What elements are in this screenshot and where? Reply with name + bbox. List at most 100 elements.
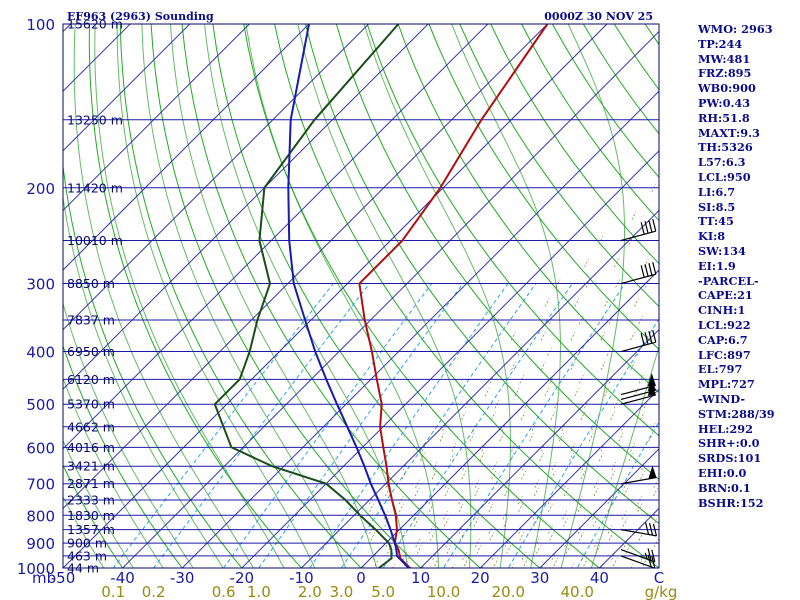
hatch-mark [633, 387, 639, 397]
hatch-mark [570, 332, 576, 341]
hatch-mark [499, 433, 505, 442]
mixing-ratio-lines [112, 283, 659, 568]
hatch-mark [598, 452, 604, 462]
index-item: LCL:922 [698, 317, 751, 332]
hatch-mark [553, 557, 559, 567]
index-item: EHI:0.0 [698, 465, 747, 480]
temperature-tick-label: -30 [170, 569, 195, 587]
moist-adiabats [63, 24, 659, 568]
sounding-indices-list: WMO: 2963 TP:244 MW:481 FRZ:895 WB0:900 PW:0.… [698, 22, 798, 510]
hatch-mark [520, 411, 526, 420]
index-item: TT:45 [698, 214, 734, 229]
moist-adiabat [560, 24, 625, 568]
isotherm [181, 90, 659, 568]
hatch-mark [540, 332, 546, 341]
index-item: LCL:950 [698, 169, 751, 184]
hatch-mark [637, 503, 643, 512]
hatch-mark [510, 332, 516, 341]
mixing-ratio-line [153, 283, 370, 568]
hatch-mark [399, 503, 404, 512]
isotherm [479, 388, 659, 568]
hatch-mark [550, 411, 556, 420]
hatch-mark [484, 387, 490, 397]
pressure-tick-label: 900 [26, 535, 55, 553]
mixing-ratio-label: 10.0 [427, 583, 460, 600]
hatch-mark [420, 452, 425, 462]
barb-feather [651, 556, 656, 569]
hatch-mark [459, 532, 465, 541]
hatch-mark [588, 433, 594, 442]
isotherm [63, 24, 608, 568]
isotherm [360, 269, 659, 568]
pressure-tick-label: 700 [26, 476, 55, 494]
hatch-mark [595, 545, 601, 554]
index-item: LFC:897 [698, 347, 751, 362]
x-axis-label: g/kg [645, 583, 678, 600]
plot-frame [62, 23, 660, 569]
moist-adiabat [590, 344, 659, 568]
profiles [213, 24, 549, 568]
temperature-tick-label: 30 [530, 569, 549, 587]
temperature-tick-label: 0 [356, 569, 366, 587]
hatch-mark [428, 503, 434, 512]
hatch-mark [544, 387, 550, 397]
hatch-mark [387, 545, 392, 554]
height-label: 2871 m [67, 476, 115, 491]
mixing-ratio-line [258, 283, 464, 568]
wind-barb [620, 554, 656, 569]
isobars [63, 24, 659, 568]
hatch-mark [607, 503, 613, 512]
barb-feather [652, 523, 658, 537]
index-item: FRZ:895 [698, 66, 752, 81]
hatch-mark [608, 532, 614, 541]
index-item: SW:134 [698, 243, 746, 258]
moist-adiabat [170, 24, 378, 568]
barb-feather [640, 222, 645, 235]
index-item: -WIND- [698, 391, 746, 406]
hatch-mark [630, 361, 636, 371]
barb-staff [620, 555, 656, 569]
barb-flag [648, 465, 657, 479]
mixing-ratio-line [222, 283, 433, 568]
hatch-mark [574, 298, 580, 307]
wind-barb [620, 262, 657, 285]
moist-adiabat [63, 302, 194, 568]
barb-feather [648, 523, 654, 536]
hatch-mark [489, 532, 495, 541]
mixing-ratio-line [576, 420, 659, 568]
isotherm [300, 209, 659, 568]
hatch-mark [416, 545, 422, 554]
temperature-tick-label: -40 [110, 569, 135, 587]
mixing-ratio-line [112, 283, 334, 568]
isotherm [63, 24, 549, 510]
hatch-mark [534, 487, 539, 497]
hatch-mark [563, 487, 569, 497]
hatch-mark [491, 411, 496, 420]
hatch-mark [578, 532, 584, 541]
y-axis-label: mb [32, 569, 56, 587]
hatch-mark [640, 411, 645, 420]
parcel-profile [287, 24, 410, 568]
hatch-mark [569, 452, 574, 462]
isotherm [63, 24, 191, 152]
temperature-tick-label: -10 [289, 569, 314, 587]
moist-adiabat [63, 376, 164, 568]
hatch-mark [518, 503, 523, 512]
temperature-tick-label: -50 [51, 569, 76, 587]
hatch-mark [529, 433, 534, 442]
hatch-mark [600, 361, 606, 371]
barb-feather [651, 549, 656, 563]
temperature-profile [358, 24, 549, 568]
dewpoint-profile [213, 24, 400, 568]
index-item: PW:0.43 [698, 95, 751, 110]
isotherm [63, 24, 489, 450]
hatch-mark [653, 487, 658, 497]
hatch-mark [469, 433, 475, 442]
hatch-mark [429, 532, 435, 541]
hatch-mark [577, 503, 583, 512]
mixing-ratio-label: 0.6 [212, 583, 236, 600]
hatch-mark [540, 361, 546, 371]
moist-adiabat [451, 24, 561, 568]
